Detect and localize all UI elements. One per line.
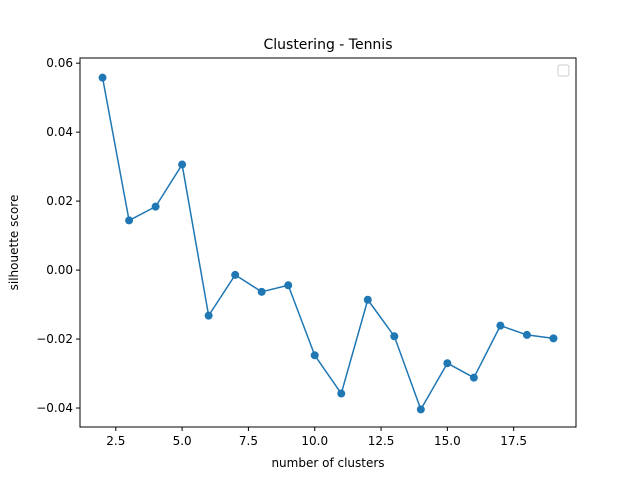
data-point: [284, 281, 293, 290]
x-tick-label: 2.5: [106, 434, 125, 448]
x-tick-label: 17.5: [500, 434, 527, 448]
y-tick-label: −0.04: [36, 401, 73, 415]
x-tick-label: 10.0: [301, 434, 328, 448]
data-point: [549, 334, 558, 343]
y-tick-label: 0.02: [46, 194, 73, 208]
series-line: [101, 77, 554, 411]
plot-area: [80, 58, 576, 427]
data-point: [98, 73, 107, 82]
data-point: [178, 160, 187, 169]
data-point: [522, 330, 531, 339]
legend-box: [557, 64, 570, 77]
data-point: [363, 295, 372, 304]
x-tick-label: 5.0: [173, 434, 192, 448]
data-point: [231, 270, 240, 279]
data-point: [469, 373, 478, 382]
y-tick-label: −0.02: [36, 332, 73, 346]
series-silhouette: [98, 73, 558, 414]
data-point: [390, 332, 399, 341]
data-point: [257, 287, 266, 296]
data-point: [310, 351, 319, 360]
x-tick-label: 15.0: [434, 434, 461, 448]
chart-title: Clustering - Tennis: [263, 37, 392, 53]
y-tick-label: 0.04: [46, 125, 73, 139]
data-point: [151, 202, 160, 211]
y-axis-ticks: −0.04 −0.02 0.00 0.02 0.04 0.06: [36, 56, 80, 415]
data-point: [496, 321, 505, 330]
y-axis-label: silhouette score: [7, 195, 21, 291]
x-tick-label: 7.5: [239, 434, 258, 448]
x-axis-label: number of clusters: [271, 456, 384, 470]
data-point: [443, 359, 452, 368]
y-tick-label: 0.06: [46, 56, 73, 70]
data-point: [204, 311, 213, 320]
x-axis-ticks: 2.5 5.0 7.5 10.0 12.5 15.0 17.5: [106, 427, 527, 448]
y-tick-label: 0.00: [46, 263, 73, 277]
plot-frame: [79, 57, 577, 428]
data-point: [416, 405, 425, 414]
x-tick-label: 12.5: [368, 434, 395, 448]
data-point: [337, 389, 346, 398]
data-point: [125, 216, 134, 225]
